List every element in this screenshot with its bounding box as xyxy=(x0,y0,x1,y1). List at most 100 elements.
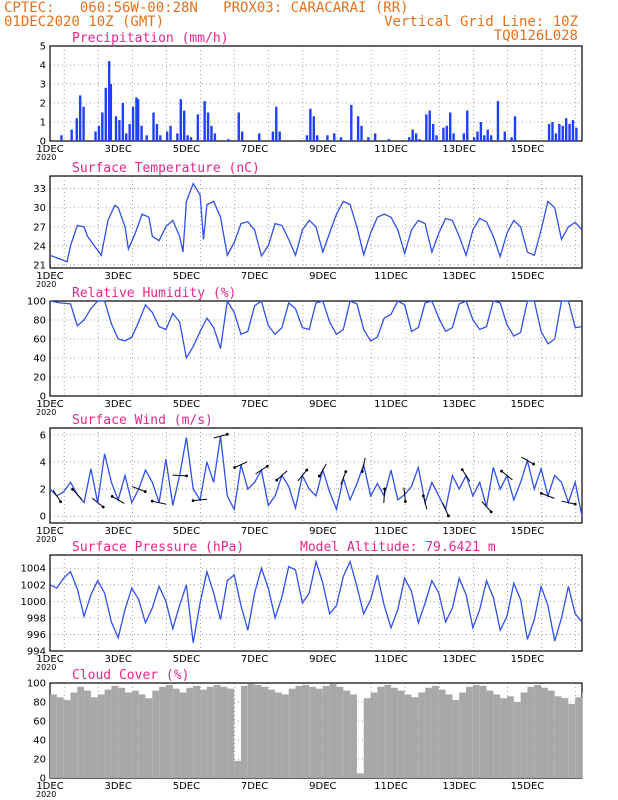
precip-bar xyxy=(240,131,244,141)
precip-bar xyxy=(309,108,312,141)
cloud-xtick-label: 11DEC xyxy=(374,781,408,792)
precip-bar xyxy=(418,139,421,141)
precip-bar xyxy=(547,123,551,141)
precip-bar xyxy=(411,129,414,141)
cloud-xtick-label: 13DEC xyxy=(442,781,476,792)
humidity-xtick-label: 3DEC xyxy=(105,399,132,410)
cloud-area-bar xyxy=(391,687,398,778)
precip-xtick-label: 5DEC xyxy=(173,144,200,155)
precip-bar xyxy=(128,123,131,141)
precip-bar xyxy=(210,125,213,141)
cloud-area-bar xyxy=(104,689,112,778)
precip-bar xyxy=(326,135,329,141)
cloud-xtick-label: 15DEC xyxy=(511,781,545,792)
wind-xtick-label: 3DEC xyxy=(105,526,132,537)
wind-xtick-label: 11DEC xyxy=(374,526,408,537)
wind-arrow-head xyxy=(421,494,425,498)
wind-arrow xyxy=(442,502,449,517)
cloud-year-label: 2020 xyxy=(36,790,56,799)
humidity-ytick-label: 100 xyxy=(27,297,46,308)
precip-bar xyxy=(125,133,128,141)
cloud-area-bar xyxy=(50,694,57,778)
cloud-area-bar xyxy=(261,686,269,778)
precip-bar xyxy=(152,112,155,141)
temperature-xtick-label: 11DEC xyxy=(374,271,408,282)
wind-ytick-label: 0 xyxy=(40,512,46,523)
precip-bar xyxy=(183,110,186,141)
cloud-area-bar xyxy=(452,700,460,778)
wind-arrow xyxy=(72,488,83,501)
cloud-area-bar xyxy=(336,686,344,778)
precip-bar xyxy=(503,131,506,141)
cloud-area-bar xyxy=(506,696,514,778)
precip-bar xyxy=(189,137,193,141)
pressure-xtick-label: 11DEC xyxy=(374,654,408,665)
cloud-area-bar xyxy=(547,690,555,778)
precip-panel-title: Precipitation (mm/h) xyxy=(72,31,229,46)
precip-bar xyxy=(445,125,448,141)
wind-arrow-head xyxy=(539,491,543,495)
cloud-area-bar xyxy=(97,694,105,778)
precip-bar xyxy=(496,101,500,141)
cloud-ytick-label: 80 xyxy=(33,698,46,709)
cloud-area-bar xyxy=(268,689,276,778)
wind-arrow xyxy=(521,456,534,465)
cloud-xtick-label: 7DEC xyxy=(241,781,268,792)
precip-bar xyxy=(431,123,435,141)
precip-bar xyxy=(305,135,309,141)
cloud-area-bar xyxy=(145,698,153,778)
wind-arrow xyxy=(276,470,288,481)
wind-arrow-head xyxy=(403,500,407,503)
precip-bar xyxy=(75,118,78,141)
precip-bar xyxy=(70,129,73,141)
precip-xtick-label: 15DEC xyxy=(511,144,545,155)
run-date: 01DEC2020 10Z (GMT) xyxy=(4,14,165,30)
cloud-area-bar xyxy=(466,686,473,778)
precip-bar xyxy=(278,131,281,141)
temperature-ytick-label: 27 xyxy=(33,222,46,233)
wind-arrow-head xyxy=(500,469,503,473)
precip-ytick-label: 3 xyxy=(40,80,46,91)
cloud-area-bar xyxy=(513,702,521,778)
cloud-area-bar xyxy=(138,694,146,778)
wind-arrow-head xyxy=(71,487,74,491)
precip-bar xyxy=(258,133,261,141)
cloud-area-bar xyxy=(111,685,119,778)
precip-bar xyxy=(155,123,159,141)
humidity-xtick-label: 5DEC xyxy=(173,399,200,410)
precip-bar xyxy=(78,95,82,141)
product-code: TQ0126L028 xyxy=(493,28,578,44)
vertical-grid-note: Vertical Grid Line: 10Z xyxy=(384,14,578,30)
cloud-area-bar xyxy=(206,686,214,778)
pressure-xtick-label: 13DEC xyxy=(442,654,476,665)
temperature-xtick-label: 9DEC xyxy=(309,271,336,282)
humidity-ytick-label: 60 xyxy=(33,335,46,346)
temperature-xtick-label: 7DEC xyxy=(241,271,268,282)
wind-series-line xyxy=(49,436,583,517)
wind-xtick-label: 9DEC xyxy=(309,526,336,537)
cloud-area-bar xyxy=(240,685,248,778)
cloud-area-bar xyxy=(370,692,378,778)
precip-xtick-label: 13DEC xyxy=(442,144,476,155)
temperature-ytick-label: 24 xyxy=(33,241,46,252)
cloud-ytick-label: 40 xyxy=(33,736,46,747)
precip-bar xyxy=(135,97,138,141)
precip-ytick-label: 2 xyxy=(40,99,46,110)
pressure-ytick-label: 1000 xyxy=(21,597,46,608)
precip-xtick-label: 7DEC xyxy=(241,144,268,155)
cloud-area-bar xyxy=(425,687,432,778)
cloud-area-bar xyxy=(77,686,85,778)
cloud-area-bar xyxy=(438,689,446,778)
wind-arrow-head xyxy=(489,510,493,514)
pressure-annotation: Model Altitude: 79.6421 m xyxy=(300,540,496,555)
precip-bar xyxy=(571,120,575,141)
temperature-xtick-label: 3DEC xyxy=(105,271,132,282)
wind-arrow-head xyxy=(110,495,114,498)
cloud-area-bar xyxy=(343,690,351,778)
precip-bar xyxy=(145,135,148,141)
wind-arrow-head xyxy=(265,464,269,468)
precip-xtick-label: 11DEC xyxy=(374,144,408,155)
precip-bar xyxy=(373,133,377,141)
wind-arrow-head xyxy=(233,466,236,469)
precip-bar xyxy=(114,116,118,141)
